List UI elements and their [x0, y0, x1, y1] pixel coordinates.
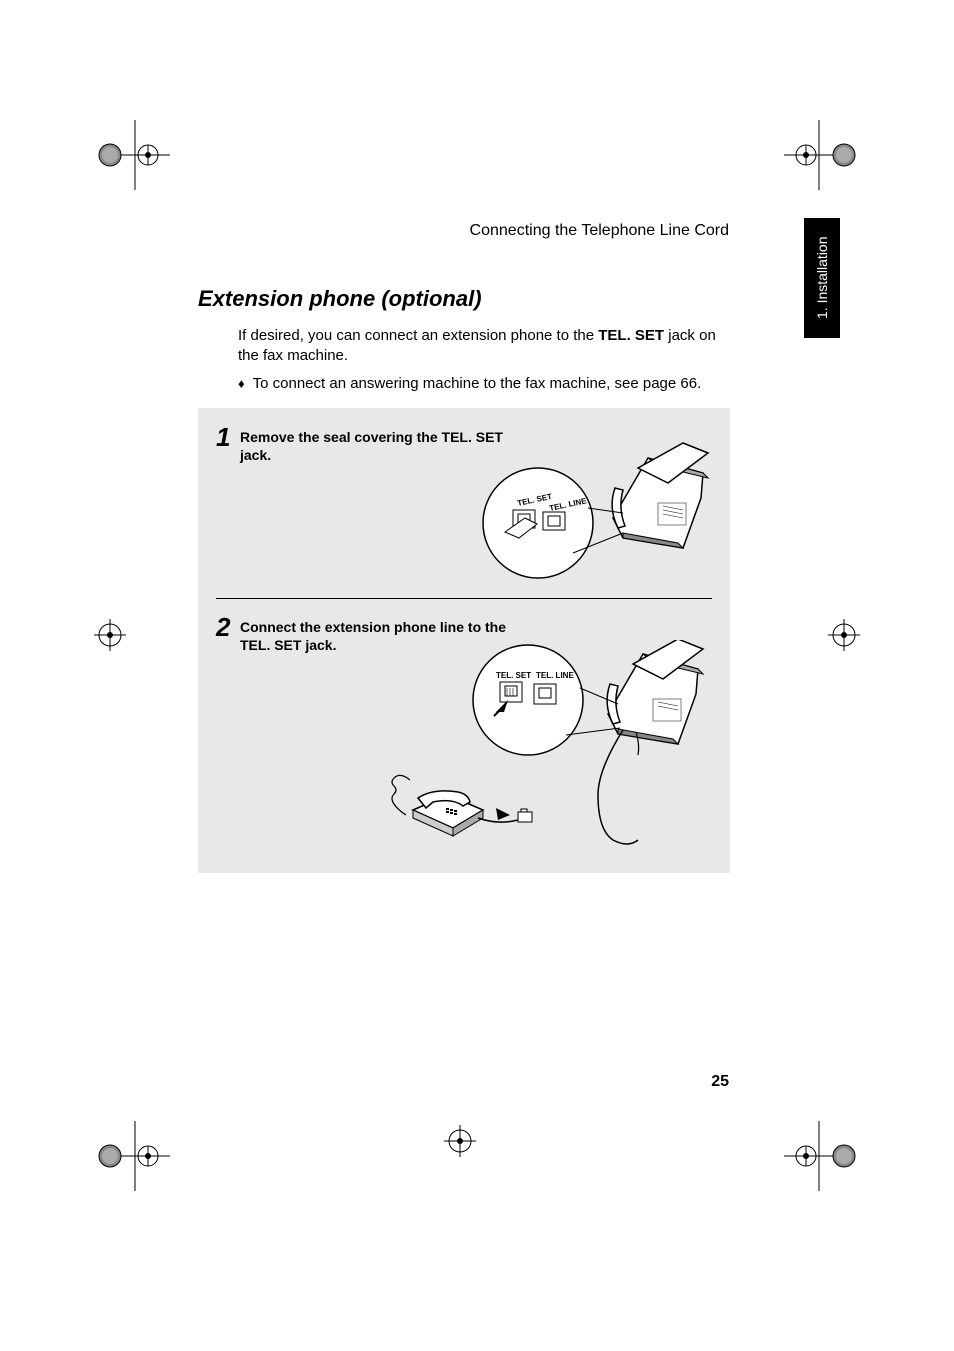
- running-header: Connecting the Telephone Line Cord: [470, 222, 729, 240]
- reg-mark-bottom: [430, 1111, 490, 1171]
- bullet-content: To connect an answering machine to the f…: [253, 374, 702, 394]
- page-number: 25: [711, 1073, 729, 1091]
- step-1-number: 1: [216, 422, 230, 453]
- crop-mark-bottom-left: [80, 1101, 170, 1191]
- crop-mark-top-right: [784, 120, 874, 210]
- step-divider: [216, 598, 712, 599]
- chapter-tab: 1. Installation: [804, 218, 840, 338]
- steps-container: 1 Remove the seal covering the TEL. SET …: [198, 408, 730, 873]
- crop-mark-top-left: [80, 120, 170, 210]
- intro-paragraph: If desired, you can connect an extension…: [238, 326, 718, 367]
- page: Connecting the Telephone Line Cord 1. In…: [0, 0, 954, 1351]
- illustration-step-1: TEL. SET TEL. LINE: [458, 438, 718, 598]
- reg-mark-left: [80, 605, 140, 665]
- crop-mark-bottom-right: [784, 1101, 874, 1191]
- label-telset-2: TEL. SET: [496, 671, 531, 680]
- intro-bold: TEL. SET: [598, 327, 664, 344]
- reg-mark-right: [814, 605, 874, 665]
- bullet-note: ♦ To connect an answering machine to the…: [238, 374, 718, 394]
- section-title: Extension phone (optional): [198, 286, 482, 312]
- illustration-step-2: TEL. SET TEL. LINE: [368, 640, 728, 870]
- label-telline-2: TEL. LINE: [536, 671, 574, 680]
- bullet-diamond-icon: ♦: [238, 374, 245, 394]
- step-2-number: 2: [216, 612, 230, 643]
- intro-pre: If desired, you can connect an extension…: [238, 327, 598, 344]
